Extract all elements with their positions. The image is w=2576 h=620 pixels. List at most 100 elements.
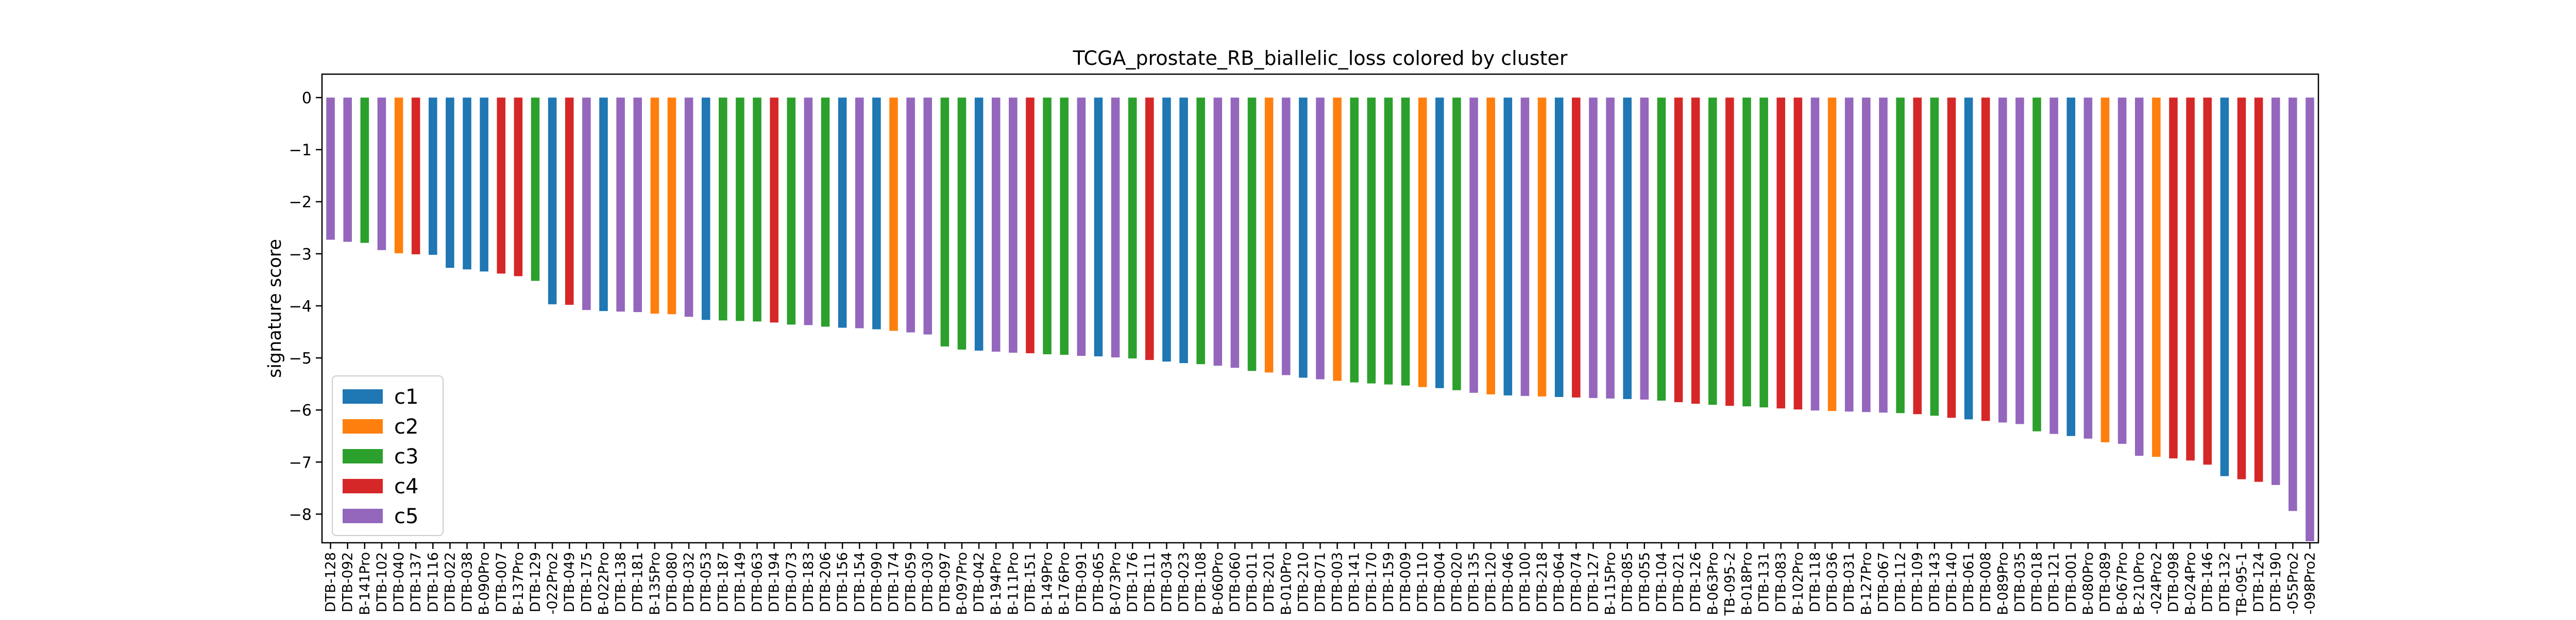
y-axis-label-group: signature score xyxy=(265,239,285,378)
bar-DTB-034 xyxy=(1162,97,1171,362)
bar-DTB-138 xyxy=(616,97,625,312)
x-tick-label: DTB-131 xyxy=(1756,552,1772,612)
bar-DTB-053 xyxy=(701,97,710,320)
bar-DTB-116 xyxy=(428,97,437,255)
x-tick-label: B-102Pro xyxy=(1790,552,1806,615)
x-tick-label: DTB-201 xyxy=(1261,552,1277,612)
x-tick-label: DTB-183 xyxy=(801,552,817,612)
bar-DTB-032 xyxy=(684,97,693,317)
x-tick-label: DTB-210 xyxy=(1295,552,1311,612)
x-tick-label: -024Pro2 xyxy=(2148,552,2164,614)
bar-TB-095-2 xyxy=(1725,97,1734,406)
bar-DTB-065 xyxy=(1094,97,1103,357)
legend-swatch-c2 xyxy=(343,419,383,434)
bar-DTB-143 xyxy=(1930,97,1939,416)
x-tick-label: B-063Pro xyxy=(1705,552,1721,615)
bar-DTB-129 xyxy=(531,97,540,281)
x-tick-label: DTB-092 xyxy=(340,552,356,612)
legend-swatch-c5 xyxy=(343,509,383,523)
bar-DTB-127 xyxy=(1589,97,1598,398)
bar-DTB-046 xyxy=(1503,97,1513,395)
bar-DTB-100 xyxy=(1520,97,1530,396)
bar-DTB-154 xyxy=(855,97,864,329)
x-tick-label: DTB-009 xyxy=(1398,552,1414,612)
x-tick-label: DTB-140 xyxy=(1944,552,1960,612)
bar--024Pro2 xyxy=(2152,97,2161,457)
x-tick-label: DTB-206 xyxy=(818,552,834,612)
x-tick-label: DTB-174 xyxy=(886,552,902,612)
x-tick-label: DTB-063 xyxy=(750,552,766,612)
x-tick-label: DTB-129 xyxy=(528,552,544,612)
bar-DTB-201 xyxy=(1264,97,1274,373)
bar-DTB-036 xyxy=(1827,97,1837,411)
x-tick-label: DTB-154 xyxy=(852,552,868,612)
x-tick-label: DTB-007 xyxy=(494,552,510,612)
x-tick-label: DTB-151 xyxy=(1022,552,1038,612)
bar-B-060Pro xyxy=(1213,97,1223,366)
bar-DTB-174 xyxy=(889,97,898,331)
x-tick-label: DTB-141 xyxy=(1347,552,1363,612)
bar-B-141Pro xyxy=(360,97,369,243)
x-tick-label: TB-095-2 xyxy=(1722,552,1738,616)
bar-DTB-176 xyxy=(1128,97,1137,359)
bar-DTB-092 xyxy=(343,97,352,242)
x-tick-label: DTB-060 xyxy=(1227,552,1243,612)
x-tick-label: -022Pro2 xyxy=(545,552,561,614)
legend-label-c3: c3 xyxy=(394,445,418,469)
bar-DTB-011 xyxy=(1247,97,1257,371)
x-tick-label: DTB-127 xyxy=(1585,552,1601,612)
x-tick-label: DTB-020 xyxy=(1449,552,1465,612)
bar-DTB-001 xyxy=(2066,97,2076,436)
x-tick-label: DTB-011 xyxy=(1244,552,1260,612)
x-tick-label: DTB-176 xyxy=(1125,552,1141,612)
x-tick-label: DTB-055 xyxy=(1637,552,1653,612)
bar-DTB-097 xyxy=(940,97,950,347)
bar-DTB-194 xyxy=(770,97,778,323)
bar-DTB-067 xyxy=(1879,97,1888,413)
legend-label-c1: c1 xyxy=(394,385,418,409)
x-tick-label: DTB-138 xyxy=(613,552,629,612)
x-tick-label: DTB-040 xyxy=(391,552,407,612)
x-tick-label: DTB-090 xyxy=(869,552,885,612)
bar-DTB-089 xyxy=(2100,97,2110,442)
x-tick-label: DTB-135 xyxy=(1466,552,1482,612)
bar-DTB-121 xyxy=(2049,97,2058,434)
x-tick-label: DTB-100 xyxy=(1517,552,1533,612)
x-tick-label: DTB-073 xyxy=(784,552,800,612)
bar-B-090Pro xyxy=(480,97,488,272)
bar-DTB-060 xyxy=(1230,97,1240,368)
bar-DTB-021 xyxy=(1674,97,1683,402)
bar-B-063Pro xyxy=(1708,97,1717,405)
x-tick-label: DTB-120 xyxy=(1483,552,1499,612)
bar-DTB-120 xyxy=(1486,97,1495,394)
bar-B-080Pro xyxy=(2083,97,2093,439)
x-tick-label: DTB-121 xyxy=(2046,552,2062,612)
bar-DTB-159 xyxy=(1384,97,1393,385)
bar-DTB-064 xyxy=(1554,97,1564,397)
x-tick-label: DTB-021 xyxy=(1671,552,1687,612)
x-tick-label: DTB-053 xyxy=(698,552,714,612)
legend: c1 c2 c3 c4 c5 xyxy=(332,375,444,536)
bar-DTB-110 xyxy=(1418,97,1427,387)
bar-DTB-124 xyxy=(2254,97,2263,482)
x-tick-label: DTB-126 xyxy=(1688,552,1704,612)
y-tick-label: −2 xyxy=(289,194,312,212)
x-tick-label: DTB-065 xyxy=(1091,552,1107,612)
bar-DTB-071 xyxy=(1316,97,1325,380)
x-tick-label: B-111Pro xyxy=(1005,552,1021,615)
bar-B-115Pro xyxy=(1606,97,1615,399)
x-tick-label: DTB-109 xyxy=(1910,552,1926,612)
legend-swatch-c1 xyxy=(343,389,383,404)
x-tick-label: DTB-001 xyxy=(2063,552,2079,612)
bar-DTB-104 xyxy=(1657,97,1666,401)
bar-DTB-111 xyxy=(1145,97,1154,360)
x-tick-label: DTB-049 xyxy=(562,552,578,612)
bar-DTB-009 xyxy=(1401,97,1410,386)
x-tick-label: DTB-067 xyxy=(1875,552,1891,612)
bar-DTB-059 xyxy=(906,97,915,333)
x-tick-label: DTB-218 xyxy=(1534,552,1550,612)
chart-title: TCGA_prostate_RB_biallelic_loss colored … xyxy=(1072,47,1567,70)
x-tick-label: DTB-194 xyxy=(767,552,783,612)
x-tick-label: DTB-143 xyxy=(1927,552,1943,612)
